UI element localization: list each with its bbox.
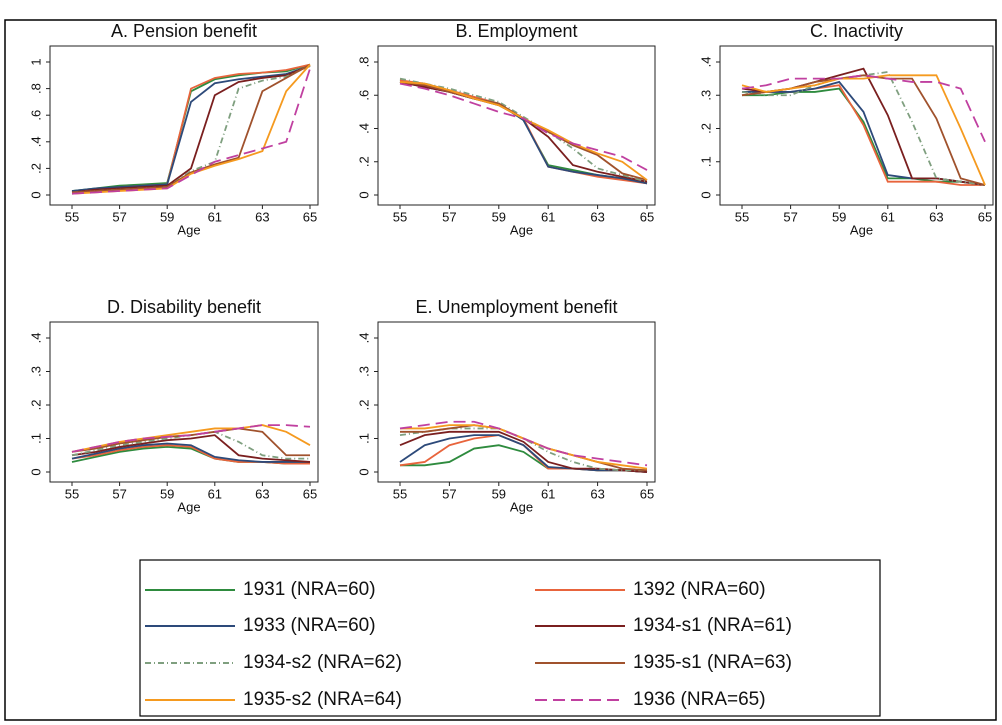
x-tick-label: 59: [160, 486, 174, 501]
x-tick-label: 65: [978, 209, 992, 224]
y-tick-label: .6: [28, 110, 43, 121]
y-tick-label: 1: [28, 58, 43, 65]
y-tick-label: .1: [28, 433, 43, 444]
y-tick-label: 0: [356, 468, 371, 475]
x-tick-label: 59: [492, 486, 506, 501]
x-tick-label: 61: [541, 486, 555, 501]
x-tick-label: 65: [640, 486, 654, 501]
y-tick-label: 0: [28, 191, 43, 198]
y-tick-label: .2: [28, 163, 43, 174]
x-tick-label: 63: [255, 486, 269, 501]
legend-label: 1935-s1 (NRA=63): [633, 652, 792, 673]
x-tick-label: 55: [393, 209, 407, 224]
legend-label: 1934-s2 (NRA=62): [243, 652, 402, 673]
legend-label: 1934-s1 (NRA=61): [633, 615, 792, 636]
series-line: [71, 63, 311, 194]
y-tick-label: .6: [356, 90, 371, 101]
series-line: [71, 427, 310, 457]
x-axis-label: Age: [177, 222, 200, 237]
x-tick-label: 59: [492, 209, 506, 224]
x-tick-label: 55: [393, 486, 407, 501]
x-tick-label: 65: [303, 209, 317, 224]
x-tick-label: 57: [783, 209, 797, 224]
plot-frame: [377, 45, 656, 206]
y-tick-label: .4: [28, 333, 43, 344]
panel-title: E. Unemployment benefit: [415, 297, 617, 317]
x-axis-label: Age: [510, 499, 533, 514]
x-tick-label: 57: [442, 486, 456, 501]
x-tick-label: 63: [590, 486, 604, 501]
y-tick-label: .3: [698, 90, 713, 101]
series-line: [71, 65, 311, 192]
x-tick-label: 63: [590, 209, 604, 224]
series-line: [741, 74, 986, 143]
y-tick-label: .1: [698, 156, 713, 167]
y-tick-label: .4: [356, 123, 371, 134]
x-tick-label: 61: [881, 209, 895, 224]
x-tick-label: 57: [112, 486, 126, 501]
x-tick-label: 65: [303, 486, 317, 501]
y-tick-label: .3: [356, 366, 371, 377]
x-tick-label: 57: [112, 209, 126, 224]
y-tick-label: .2: [698, 123, 713, 134]
series-line: [71, 434, 311, 463]
series-line: [741, 74, 986, 186]
series-line: [71, 442, 310, 463]
y-tick-label: .4: [356, 333, 371, 344]
x-axis-label: Age: [177, 499, 200, 514]
x-tick-label: 55: [65, 209, 79, 224]
legend-label: 1936 (NRA=65): [633, 689, 766, 710]
panel-title: B. Employment: [455, 21, 577, 41]
legend-box: [139, 559, 881, 717]
legend-label: 1931 (NRA=60): [243, 579, 376, 600]
y-tick-label: 0: [28, 468, 43, 475]
legend-label: 1933 (NRA=60): [243, 615, 376, 636]
series-line: [71, 424, 311, 453]
panel-title: D. Disability benefit: [107, 297, 261, 317]
x-tick-label: 59: [160, 209, 174, 224]
y-tick-label: .2: [356, 400, 371, 411]
figure-frame: [4, 19, 997, 721]
y-tick-label: .1: [356, 433, 371, 444]
x-tick-label: 61: [208, 486, 222, 501]
y-tick-label: .3: [28, 366, 43, 377]
x-tick-label: 55: [65, 486, 79, 501]
plot-frame: [377, 321, 656, 483]
series-line: [399, 434, 648, 473]
x-axis-label: Age: [510, 222, 533, 237]
x-tick-label: 63: [929, 209, 943, 224]
x-tick-label: 59: [832, 209, 846, 224]
y-tick-label: 0: [698, 191, 713, 198]
series-line: [742, 87, 986, 186]
series-line: [71, 65, 311, 194]
x-axis-label: Age: [850, 222, 873, 237]
series-line: [741, 70, 986, 186]
series-line: [71, 68, 311, 195]
y-tick-label: .8: [28, 83, 43, 94]
series-line: [399, 430, 648, 473]
x-tick-label: 65: [640, 209, 654, 224]
x-tick-label: 61: [208, 209, 222, 224]
panel-title: C. Inactivity: [810, 21, 903, 41]
series-line: [399, 77, 648, 183]
y-tick-label: .2: [356, 156, 371, 167]
y-tick-label: .8: [356, 57, 371, 68]
series-line: [399, 82, 648, 171]
plot-frame: [719, 45, 994, 206]
legend-label: 1935-s2 (NRA=64): [243, 689, 402, 710]
y-tick-label: .4: [698, 57, 713, 68]
x-tick-label: 55: [735, 209, 749, 224]
legend-label: 1392 (NRA=60): [633, 579, 766, 600]
y-tick-label: 0: [356, 191, 371, 198]
x-tick-label: 57: [442, 209, 456, 224]
panel-title: A. Pension benefit: [111, 21, 257, 41]
y-tick-label: .2: [28, 400, 43, 411]
series-line: [399, 420, 648, 467]
y-tick-label: .4: [28, 136, 43, 147]
x-tick-label: 63: [255, 209, 269, 224]
x-tick-label: 61: [541, 209, 555, 224]
